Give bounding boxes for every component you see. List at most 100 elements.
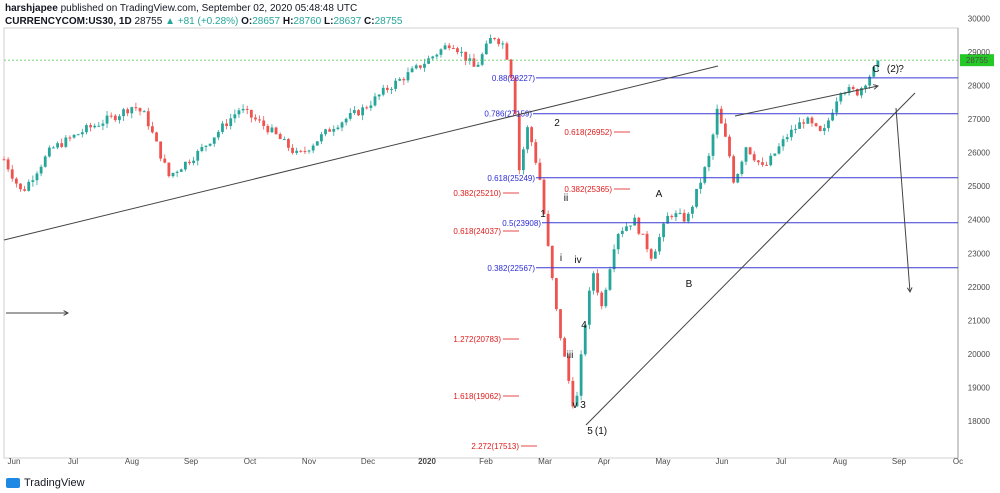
candle-body <box>113 115 117 121</box>
wave-label: C <box>872 64 879 75</box>
y-tick-label: 27000 <box>968 115 991 124</box>
wave-label: 3 <box>580 400 586 411</box>
close-value: 28755 <box>374 16 403 27</box>
fib-level-label: 0.5(23908) <box>502 219 541 228</box>
candle-body <box>159 141 163 159</box>
fib-level-label: 0.88(28227) <box>492 74 535 83</box>
candle-body <box>765 164 769 166</box>
x-tick-label: Oct <box>244 457 257 466</box>
trend-line[interactable] <box>734 85 879 117</box>
candle-body <box>579 354 583 396</box>
candle-body <box>509 59 513 78</box>
candle-body <box>715 108 719 135</box>
x-tick-label: Sep <box>184 457 199 466</box>
candle-body <box>76 134 80 136</box>
candle-body <box>204 145 208 147</box>
candle-body <box>97 125 101 127</box>
candle-body <box>427 58 430 64</box>
candle-body <box>546 213 550 246</box>
candle-body <box>550 245 554 279</box>
x-tick-label: Oc <box>953 457 963 466</box>
open-value: 28657 <box>252 16 281 27</box>
fib-extension-label: 0.618(24037) <box>453 227 501 236</box>
candle-body <box>678 212 682 214</box>
candle-body <box>554 278 558 310</box>
candle-body <box>435 54 439 57</box>
candle-body <box>282 139 286 141</box>
candle-body <box>19 183 22 190</box>
trend-line[interactable] <box>895 107 911 293</box>
candle-body <box>769 155 773 166</box>
wave-label: B <box>686 279 693 290</box>
candle-body <box>105 115 109 124</box>
x-tick-label: Apr <box>598 457 611 466</box>
symbol-label[interactable]: CURRENCYCOM:US30, 1D <box>5 16 132 27</box>
y-tick-label: 23000 <box>968 249 991 258</box>
y-tick-label: 20000 <box>968 350 991 359</box>
candle-body <box>130 107 134 114</box>
candle-body <box>192 160 196 164</box>
candle-body <box>365 107 369 109</box>
candle-body <box>740 161 744 174</box>
candle-body <box>658 237 661 252</box>
x-tick-label: Nov <box>302 457 316 466</box>
candle-body <box>414 65 418 69</box>
wave-label: i <box>560 253 562 264</box>
candle-body <box>307 150 311 152</box>
candle-body <box>431 56 435 59</box>
candle-body <box>522 149 525 171</box>
candle-body <box>225 123 228 127</box>
x-tick-label: Jul <box>776 457 786 466</box>
candle-body <box>93 125 97 128</box>
candle-body <box>686 213 690 222</box>
candle-body <box>851 87 855 90</box>
candle-body <box>402 79 406 81</box>
fib-extension-label: 2.272(17513) <box>471 442 519 451</box>
candle-body <box>785 137 789 140</box>
candle-body <box>596 273 599 293</box>
candle-body <box>2 159 6 161</box>
candle-body <box>653 251 657 259</box>
candle-body <box>456 48 459 53</box>
candle-body <box>789 129 793 138</box>
candle-body <box>497 38 501 45</box>
candle-body <box>175 171 179 173</box>
candle-body <box>620 230 624 234</box>
candle-body <box>538 162 542 180</box>
candle-body <box>835 101 839 113</box>
candle-body <box>493 38 496 40</box>
candle-body <box>777 146 781 154</box>
candle-body <box>324 129 327 135</box>
candle-body <box>645 233 649 250</box>
candle-body <box>460 51 463 53</box>
candle-body <box>357 110 360 116</box>
candle-body <box>802 122 806 124</box>
trend-line[interactable] <box>585 92 916 426</box>
x-tick-label: Dec <box>361 457 375 466</box>
candle-body <box>728 136 731 157</box>
candle-body <box>711 134 715 156</box>
candle-body <box>85 125 88 133</box>
trend-line[interactable] <box>3 65 719 241</box>
candle-body <box>398 79 402 81</box>
candle-body <box>200 146 204 151</box>
candle-body <box>6 159 10 170</box>
x-tick-label: Jul <box>68 457 78 466</box>
last-price: 28755 <box>134 16 163 27</box>
wave-label: iii <box>567 350 574 361</box>
candle-body <box>872 66 876 77</box>
candle-body <box>484 43 488 55</box>
publisher-name[interactable]: harshjapee <box>5 3 58 14</box>
candle-body <box>513 77 517 115</box>
fib-extension-label: 0.382(25210) <box>453 189 501 198</box>
y-tick-label: 25000 <box>968 182 991 191</box>
low-value: 28637 <box>333 16 362 27</box>
candle-body <box>810 117 814 124</box>
x-tick-label: Feb <box>479 457 493 466</box>
last-price-badge <box>960 54 994 67</box>
candle-body <box>89 125 92 128</box>
candle-body <box>254 117 257 120</box>
footer-brand[interactable]: TradingView <box>6 477 85 489</box>
brand-name: TradingView <box>24 477 85 489</box>
